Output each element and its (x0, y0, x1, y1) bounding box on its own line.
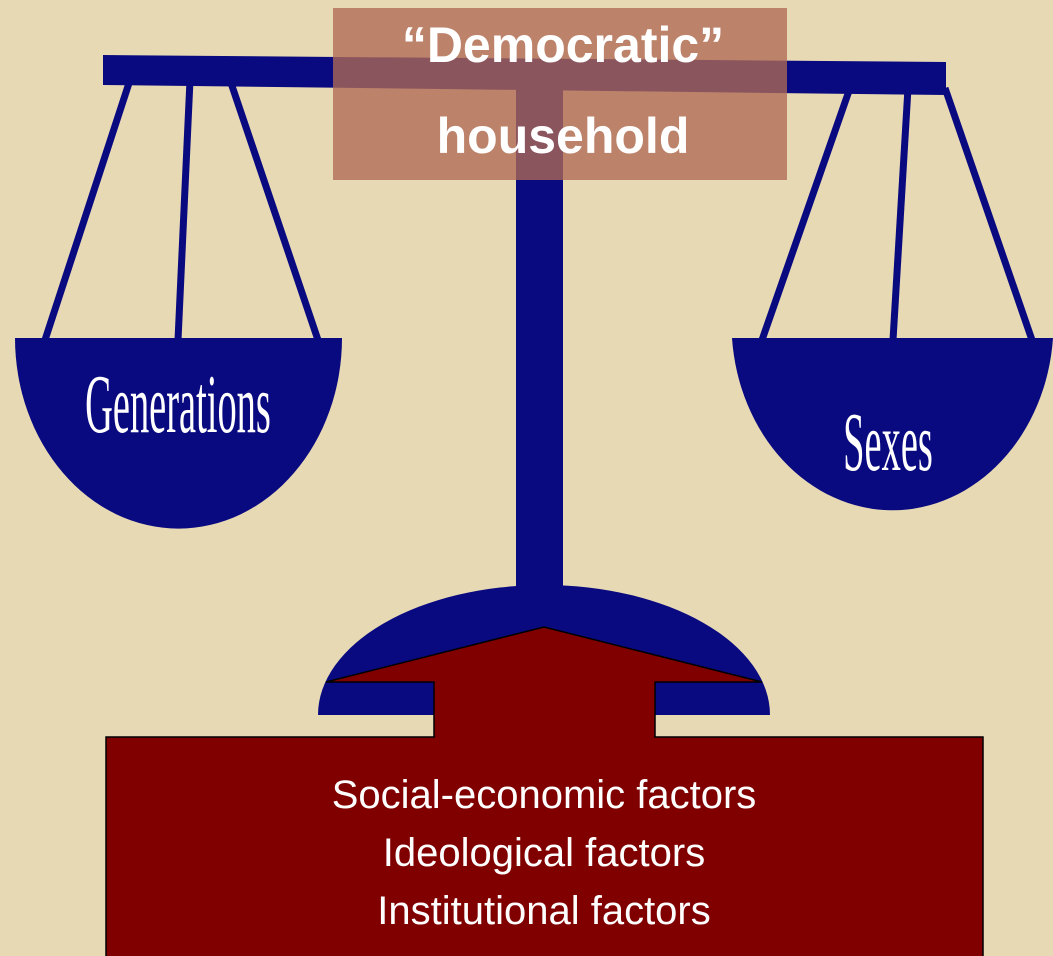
factor-line: Social-economic factors (332, 773, 757, 817)
title-line: “Democratic” (402, 17, 724, 73)
title-line: household (437, 108, 690, 164)
factor-line: Ideological factors (383, 831, 705, 875)
left-pan-label: Generations (85, 359, 271, 452)
right-pan-label: Sexes (843, 397, 933, 490)
factor-line: Institutional factors (377, 889, 711, 933)
arrow-joint (435, 733, 654, 741)
scale-diagram: “Democratic” household Generations Sexes… (0, 0, 1053, 956)
